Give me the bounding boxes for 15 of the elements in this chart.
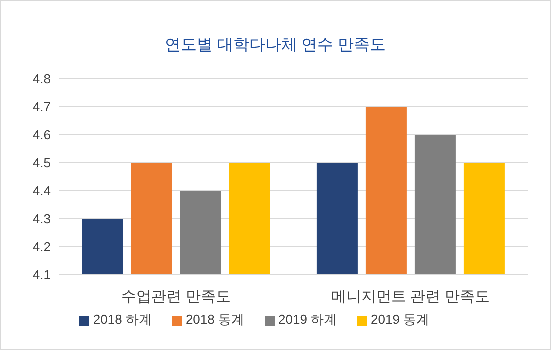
legend-label: 2019 동계: [371, 312, 430, 327]
legend-label: 2018 동계: [186, 312, 244, 327]
y-tick-label: 4.4: [32, 184, 51, 199]
x-tick-label: 수업관련 만족도: [122, 288, 231, 306]
chart-title: 연도별 대학다나체 연수 만족도: [164, 36, 388, 56]
y-tick-label: 4.2: [32, 240, 51, 255]
y-tick-label: 4.3: [32, 212, 51, 227]
legend-label: 2018 하계: [93, 312, 152, 327]
y-tick-label: 4.6: [32, 128, 51, 143]
y-tick-label: 4.7: [32, 100, 51, 115]
y-tick-label: 4.5: [32, 156, 51, 171]
x-tick-label: 메니지먼트 관련 만족도: [332, 288, 490, 306]
legend-label: 2019 하계: [278, 312, 338, 327]
y-tick-label: 4.8: [32, 72, 51, 87]
y-tick-label: 4.1: [32, 268, 51, 283]
